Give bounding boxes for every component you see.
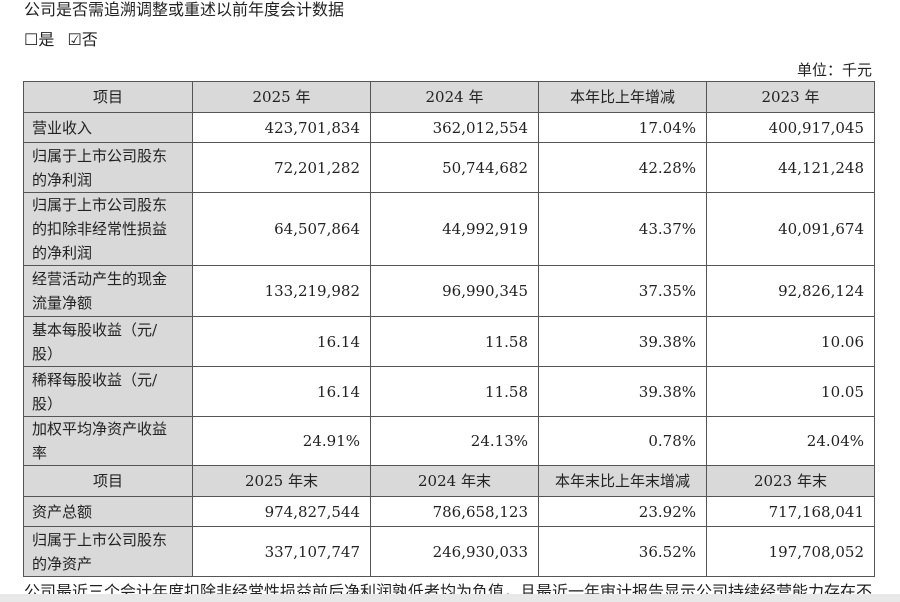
- column-header: 项目: [23, 465, 193, 497]
- column-header: 2023 年末: [706, 465, 875, 497]
- cell-value: 43.37%: [538, 192, 707, 266]
- cell-value: 423,701,834: [192, 112, 371, 143]
- row-label: 资产总额: [23, 496, 193, 527]
- row-label: 营业收入: [23, 112, 193, 143]
- column-header: 2025 年末: [192, 465, 371, 497]
- cell-value: 24.91%: [192, 416, 371, 466]
- unit-label: 单位：千元: [796, 61, 872, 79]
- row-label: 稀释每股收益（元/ 股）: [23, 366, 193, 417]
- column-header: 2023 年: [706, 81, 875, 113]
- cell-value: 64,507,864: [192, 192, 371, 266]
- cell-value: 16.14: [192, 366, 371, 417]
- cell-value: 24.04%: [706, 416, 875, 466]
- cell-value: 40,091,674: [706, 192, 875, 266]
- table-row: 经营活动产生的现金 流量净额 133,219,982 96,990,345 37.35…: [23, 265, 875, 317]
- cell-value: 92,826,124: [706, 265, 875, 317]
- cell-value: 11.58: [370, 366, 539, 417]
- cell-value: 974,827,544: [192, 496, 371, 527]
- cell-value: 50,744,682: [370, 142, 539, 193]
- table-row: 基本每股收益（元/ 股） 16.14 11.58 39.38% 10.06: [23, 316, 875, 367]
- section-title: 公司是否需追溯调整或重述以前年度会计数据: [24, 0, 345, 19]
- row-label: 基本每股收益（元/ 股）: [23, 316, 193, 367]
- cell-value: 44,121,248: [706, 142, 875, 193]
- cell-value: 133,219,982: [192, 265, 371, 317]
- cell-value: 39.38%: [538, 316, 707, 367]
- cell-value: 39.38%: [538, 366, 707, 417]
- column-header: 本年比上年增减: [538, 81, 707, 113]
- cell-value: 16.14: [192, 316, 371, 367]
- row-label: 经营活动产生的现金 流量净额: [23, 265, 193, 317]
- column-header: 本年末比上年末增减: [538, 465, 707, 497]
- cell-value: 11.58: [370, 316, 539, 367]
- cell-value: 197,708,052: [706, 526, 875, 577]
- column-header: 项目: [23, 81, 193, 113]
- table-row: 资产总额 974,827,544 786,658,123 23.92% 717,168,…: [23, 496, 875, 527]
- cell-value: 400,917,045: [706, 112, 875, 143]
- table-row: 稀释每股收益（元/ 股） 16.14 11.58 39.38% 10.05: [23, 366, 875, 417]
- cell-value: 24.13%: [370, 416, 539, 466]
- cell-value: 23.92%: [538, 496, 707, 527]
- row-label: 归属于上市公司股东 的扣除非经常性损益 的净利润: [23, 192, 193, 266]
- row-label: 归属于上市公司股东 的净资产: [23, 526, 193, 577]
- cell-value: 37.35%: [538, 265, 707, 317]
- row-label: 归属于上市公司股东 的净利润: [23, 142, 193, 193]
- cell-value: 0.78%: [538, 416, 707, 466]
- cell-value: 246,930,033: [370, 526, 539, 577]
- cell-value: 362,012,554: [370, 112, 539, 143]
- cell-value: 72,201,282: [192, 142, 371, 193]
- cell-value: 42.28%: [538, 142, 707, 193]
- cell-value: 786,658,123: [370, 496, 539, 527]
- checkbox-no: ☑否: [67, 30, 98, 49]
- checkbox-yes: ☐是: [24, 30, 55, 49]
- cell-value: 10.06: [706, 316, 875, 367]
- financial-data-table: 项目 2025 年 2024 年本年比上年增减 2023 年营业收入 423,701,8…: [23, 81, 875, 577]
- bottom-edge: [0, 594, 900, 602]
- column-header: 2025 年: [192, 81, 371, 113]
- column-header: 2024 年: [370, 81, 539, 113]
- table-row: 归属于上市公司股东 的净资产 337,107,747 246,930,033 36.5…: [23, 526, 875, 577]
- table-row: 归属于上市公司股东 的净利润 72,201,282 50,744,682 42.28%…: [23, 142, 875, 193]
- cell-value: 17.04%: [538, 112, 707, 143]
- cell-value: 10.05: [706, 366, 875, 417]
- table-header-row: 项目 2025 年 2024 年本年比上年增减 2023 年: [23, 81, 875, 113]
- cell-value: 717,168,041: [706, 496, 875, 527]
- table-row: 营业收入 423,701,834 362,012,554 17.04% 400,917,…: [23, 112, 875, 143]
- cell-value: 337,107,747: [192, 526, 371, 577]
- table-row: 归属于上市公司股东 的扣除非经常性损益 的净利润 64,507,864 44,992…: [23, 192, 875, 266]
- cell-value: 36.52%: [538, 526, 707, 577]
- restatement-choice: ☐是 ☑否: [24, 30, 98, 50]
- table-header-row: 项目 2025 年末 2024 年末 本年末比上年末增减 2023 年末: [23, 465, 875, 497]
- column-header: 2024 年末: [370, 465, 539, 497]
- cell-value: 96,990,345: [370, 265, 539, 317]
- table-row: 加权平均净资产收益 率 24.91% 24.13% 0.78% 24.04%: [23, 416, 875, 466]
- cell-value: 44,992,919: [370, 192, 539, 266]
- row-label: 加权平均净资产收益 率: [23, 416, 193, 466]
